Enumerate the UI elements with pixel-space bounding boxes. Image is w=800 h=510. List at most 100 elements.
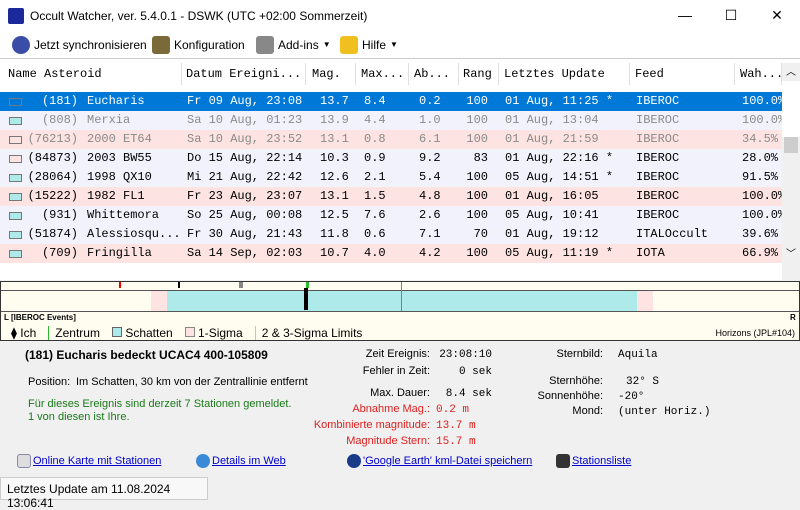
table-cell-max: 1.5 [364,189,386,203]
info-label: Sternhöhe: [549,375,603,387]
table-cell-feed: IBEROC [636,151,680,165]
events-table: Name Asteroid Datum Ereigni... Mag. Max... A… [0,58,800,337]
scroll-up-icon[interactable]: ︿ [782,63,800,81]
maximize-button[interactable]: ☐ [724,7,738,23]
table-cell-feed: IBEROC [636,170,680,184]
table-cell-wah: 66.9% [742,246,779,260]
table-row[interactable]: (76213) 2000 ET64 Sa 10 Aug, 23:52 13.1 0.8 6… [0,130,782,149]
table-cell-number: (931) [41,208,78,222]
table-cell-mag: 10.7 [320,246,349,260]
info-value: -20° [618,391,645,403]
info-label: Mond: [572,405,603,417]
event-color-icon [9,136,22,144]
table-row[interactable]: (709) Fringilla Sa 14 Sep, 02:03 10.7 4.0 4.2… [0,244,782,263]
table-cell-mag: 12.5 [320,208,349,222]
table-row[interactable]: (931) Whittemora So 25 Aug, 00:08 12.5 7.6 2.… [0,206,782,225]
table-cell-name: 2000 ET64 [87,132,152,146]
table-cell-feed: IBEROC [636,208,680,222]
event-color-icon [9,231,22,239]
column-header[interactable]: Name Asteroid [4,63,182,85]
event-details: (181) Eucharis bedeckt UCAC4 400-105809 … [0,342,800,476]
google-earth-label: 'Google Earth' kml-Datei speichern [363,455,533,467]
google-earth-link[interactable]: 'Google Earth' kml-Datei speichern [347,454,532,468]
table-row[interactable]: (15222) 1982 FL1 Fr 23 Aug, 23:07 13.1 1.5 4.… [0,187,782,206]
table-cell-name: 1982 FL1 [87,189,145,203]
config-button[interactable]: Konfiguration [152,36,245,54]
table-row[interactable]: (84873) 2003 BW55 Do 15 Aug, 22:14 10.3 0.9 9… [0,149,782,168]
table-cell-update: 05 Aug, 10:41 [505,208,599,222]
table-cell-number: (76213) [27,132,78,146]
table-cell-ab: 4.2 [419,246,441,260]
event-color-icon [9,174,22,182]
column-header[interactable]: Max... [357,63,409,85]
minimize-button[interactable]: — [678,7,692,23]
close-button[interactable]: ✕ [771,7,783,23]
title-bar: Occult Watcher, ver. 5.4.0.1 - DSWK (UTC… [0,0,800,32]
dropdown-arrow-icon: ▼ [322,40,331,49]
table-cell-name: Eucharis [87,94,145,108]
table-cell-max: 8.4 [364,94,386,108]
table-cell-date: Fr 30 Aug, 21:43 [187,227,303,241]
scroll-down-icon[interactable]: ﹀ [782,245,800,263]
table-cell-name: 1998 QX10 [87,170,152,184]
table-cell-number: (84873) [27,151,78,165]
table-cell-ab: 6.1 [419,132,441,146]
table-cell-number: (51874) [27,227,78,241]
legend-shadow-label: Schatten [125,326,173,340]
table-cell-feed: ITALOccult [636,227,709,241]
field-label: Max. Dauer: [370,387,430,399]
table-row[interactable]: (51874) Alessiosqu... Fr 30 Aug, 21:43 11.8… [0,225,782,244]
sigma-left [151,291,167,311]
table-cell-name: Alessiosqu... [87,227,181,241]
table-cell-date: Fr 23 Aug, 23:07 [187,189,303,203]
column-header[interactable]: Ab... [410,63,459,85]
table-row[interactable]: (808) Merxia Sa 10 Aug, 01:23 13.9 4.4 1.0 100… [0,111,782,130]
column-header[interactable]: Rang [459,63,499,85]
table-cell-date: Fr 09 Aug, 23:08 [187,94,303,108]
center-line [401,282,402,312]
addins-menu[interactable]: Add-ins ▼ [256,36,331,54]
telescope-icon [556,454,570,468]
map-link[interactable]: Online Karte mit Stationen [17,454,161,468]
column-header[interactable]: Feed [631,63,735,85]
table-cell-date: Sa 10 Aug, 01:23 [187,113,303,127]
table-cell-mag: 13.7 [320,94,349,108]
table-cell-name: Fringilla [87,246,152,260]
table-cell-wah: 100.0% [742,189,782,203]
table-row[interactable]: (28064) 1998 QX10 Mi 21 Aug, 22:42 12.6 2.1 5… [0,168,782,187]
field-value: 8.4 sek [445,388,492,400]
vertical-scrollbar[interactable] [782,137,800,321]
help-label: Hilfe [362,38,387,52]
event-title: (181) Eucharis bedeckt UCAC4 400-105809 [25,348,268,362]
field-value: 13.7 m [436,420,476,432]
web-details-link[interactable]: Details im Web [196,454,286,468]
info-value: (unter Horiz.) [618,406,711,418]
table-cell-update: 05 Aug, 14:51 * [505,170,614,184]
my-station-marker [304,288,308,310]
table-cell-max: 7.6 [364,208,386,222]
table-row[interactable]: (181) Eucharis Fr 09 Aug, 23:08 13.7 8.4 0.2 1… [0,92,782,111]
table-cell-wah: 28.0% [742,151,779,165]
table-cell-number: (181) [41,94,78,108]
table-cell-update: 01 Aug, 16:05 [505,189,599,203]
station-list-link[interactable]: Stationsliste [556,454,631,468]
scroll-thumb[interactable] [784,137,798,153]
map-link-label: Online Karte mit Stationen [33,455,162,467]
column-header[interactable]: Wah... [736,63,782,85]
column-header[interactable]: Datum Ereigni... [182,63,306,85]
dropdown-arrow-icon: ▼ [390,40,398,49]
legend-center: Zentrum [48,326,100,340]
help-menu[interactable]: Hilfe ▼ [340,36,398,54]
addins-label: Add-ins [278,38,319,52]
field-value: 23:08:10 [439,349,492,361]
column-header[interactable]: Mag. [308,63,356,85]
stations-own: 1 von diesen ist Ihre. [28,411,130,423]
table-cell-wah: 100.0% [742,113,782,127]
field-label: Magnitude Stern: [346,435,430,447]
window-title: Occult Watcher, ver. 5.4.0.1 - DSWK (UTC… [30,9,368,23]
column-header[interactable]: Letztes Update [500,63,630,85]
station-icon: ⧫ [11,326,21,340]
sync-button[interactable]: Jetzt synchronisieren [12,36,147,54]
table-cell-feed: IOTA [636,246,665,260]
field-label: Fehler in Zeit: [362,365,430,377]
